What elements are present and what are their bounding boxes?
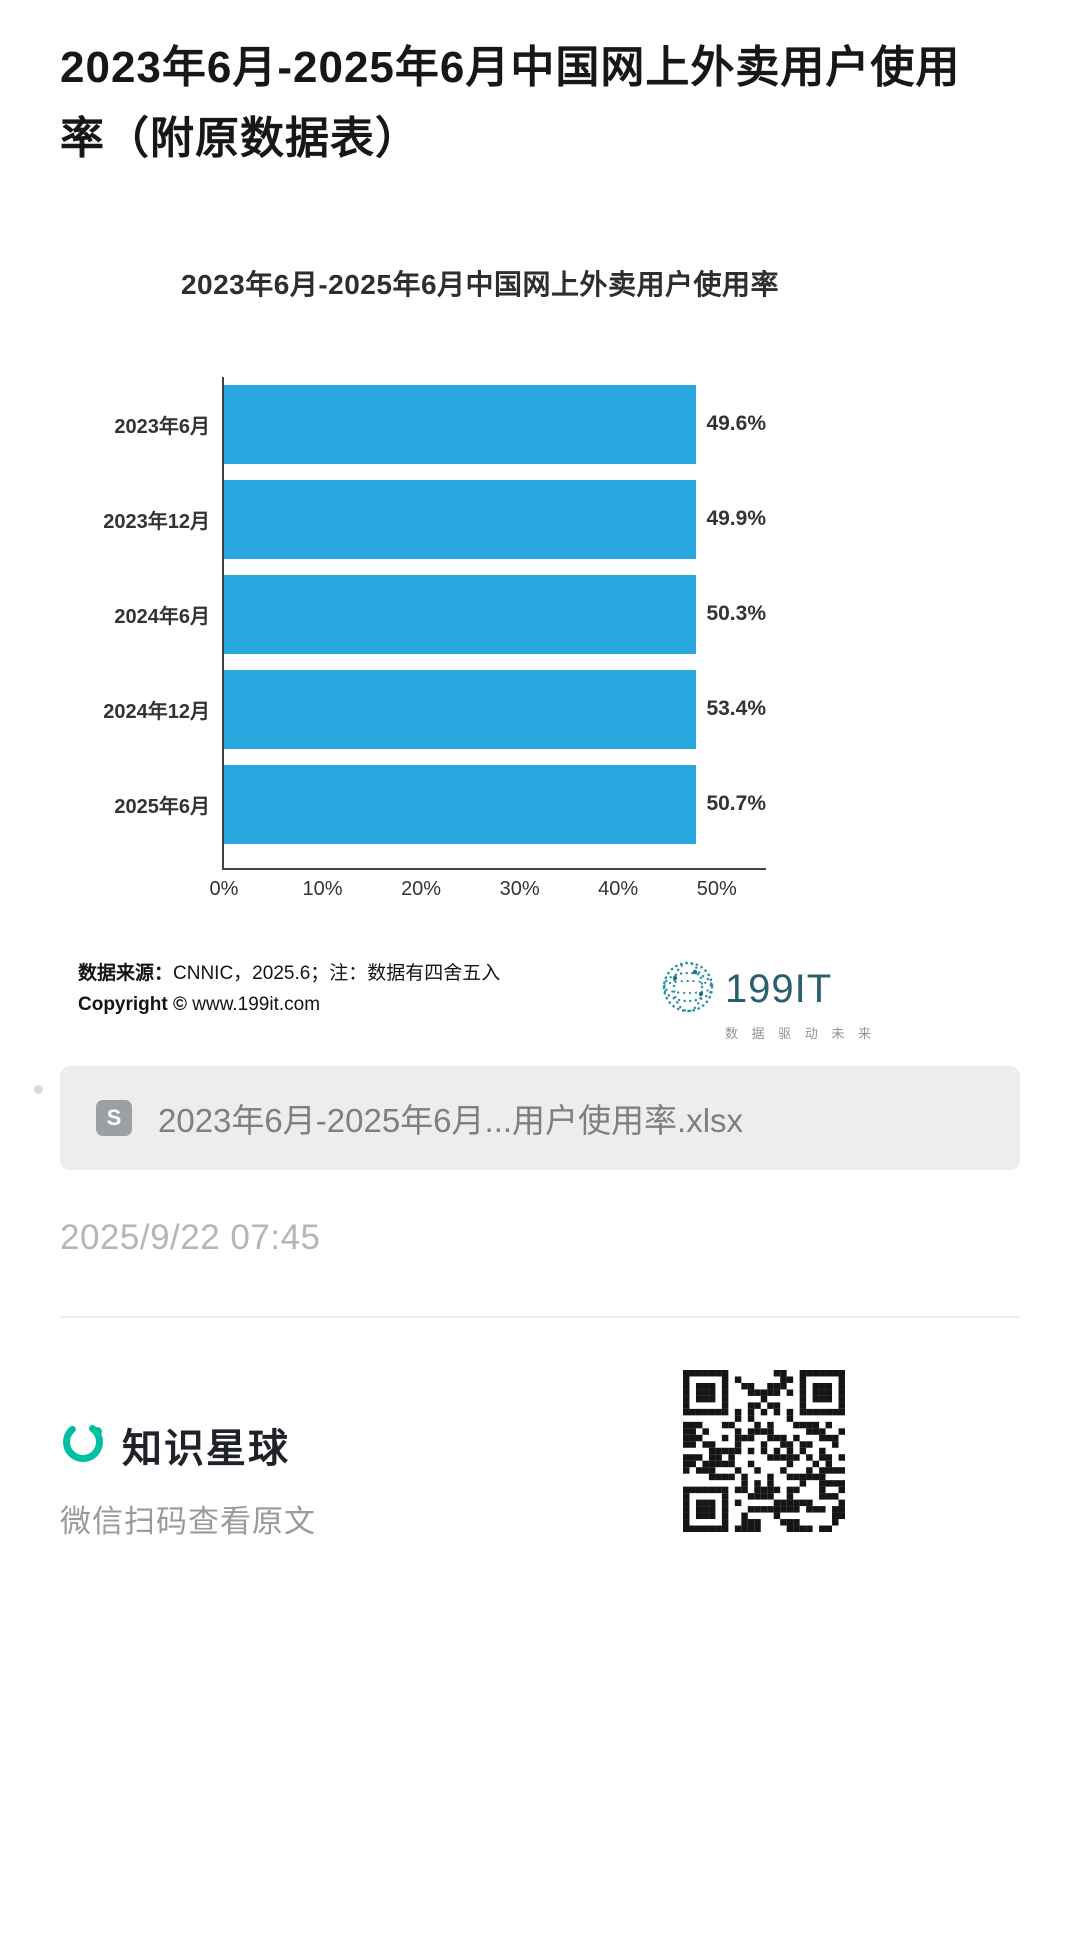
bar-row: 2024年6月 50.3% [114, 574, 766, 654]
source-row: 数据来源：CNNIC，2025.6；注：数据有四舍五入 Copyright © … [60, 958, 900, 1042]
bar-row: 2023年12月 49.9% [103, 479, 766, 559]
footer: 知识星球 微信扫码查看原文 [60, 1416, 1020, 1541]
chart-image: 2023年6月-2025年6月中国网上外卖用户使用率 2023年6月 49.6% 2… [60, 263, 900, 1042]
category-label: 2023年6月 [114, 415, 210, 438]
bar [224, 574, 697, 654]
globe-icon [659, 958, 717, 1021]
x-tick-label: 50% [696, 877, 737, 900]
bar-row: 2024年12月 53.4% [103, 669, 766, 749]
logo-199it: 199IT 数 据 驱 动 未 来 [659, 958, 876, 1042]
post-timestamp: 2025/9/22 07:45 [60, 1217, 321, 1257]
data-source-line: 数据来源：CNNIC，2025.6；注：数据有四舍五入 [78, 962, 501, 984]
category-label: 2024年6月 [114, 605, 210, 628]
value-label: 53.4% [706, 697, 766, 721]
bar [224, 384, 697, 464]
x-tick-label: 10% [302, 877, 343, 900]
spreadsheet-file-icon: S [96, 1099, 132, 1136]
bar-row: 2023年6月 49.6% [114, 384, 766, 464]
logo-199it-tagline: 数 据 驱 动 未 来 [724, 1025, 876, 1041]
attachment-card[interactable]: S 2023年6月-2025年6月...用户使用率.xlsx [60, 1065, 1020, 1170]
planet-ring-icon [60, 1419, 106, 1470]
x-tick-label: 40% [598, 877, 639, 900]
bar [224, 669, 697, 749]
brand-name: 知识星球 [122, 1426, 290, 1471]
value-label: 49.9% [706, 507, 766, 531]
copyright-line: Copyright © www.199it.com [78, 993, 321, 1015]
bar-chart-plot: 2023年6月 49.6% 2023年12月 49.9% 2024年6月 50.3% 202… [103, 376, 766, 900]
category-label: 2025年6月 [114, 795, 210, 818]
value-label: 50.7% [706, 792, 766, 816]
bar [224, 479, 697, 559]
list-bullet-dot [34, 1085, 43, 1094]
divider [60, 1315, 1020, 1318]
chart-title: 2023年6月-2025年6月中国网上外卖用户使用率 [180, 268, 780, 300]
value-label: 50.3% [706, 602, 766, 626]
bar-row: 2025年6月 50.7% [114, 764, 766, 844]
category-label: 2023年12月 [103, 510, 210, 533]
attachment-filename: 2023年6月-2025年6月...用户使用率.xlsx [158, 1101, 744, 1139]
x-tick-label: 30% [499, 877, 540, 900]
qr-code [683, 1370, 845, 1532]
x-tick-label: 20% [401, 877, 442, 900]
page-title: 2023年6月-2025年6月中国网上外卖用户使用率（附原数据表） [60, 43, 961, 164]
x-tick-label: 0% [209, 877, 239, 900]
brand-row: 知识星球 [60, 1416, 1020, 1474]
logo-199it-text: 199IT [724, 966, 833, 1011]
footer-caption: 微信扫码查看原文 [60, 1503, 316, 1539]
x-axis: 0% 10% 20% 30% 40% 50% [210, 868, 766, 904]
category-label: 2024年12月 [103, 700, 210, 723]
value-label: 49.6% [706, 412, 766, 436]
bar [224, 764, 697, 844]
source-note: 数据来源：CNNIC，2025.6；注：数据有四舍五入 Copyright © … [78, 958, 500, 1021]
